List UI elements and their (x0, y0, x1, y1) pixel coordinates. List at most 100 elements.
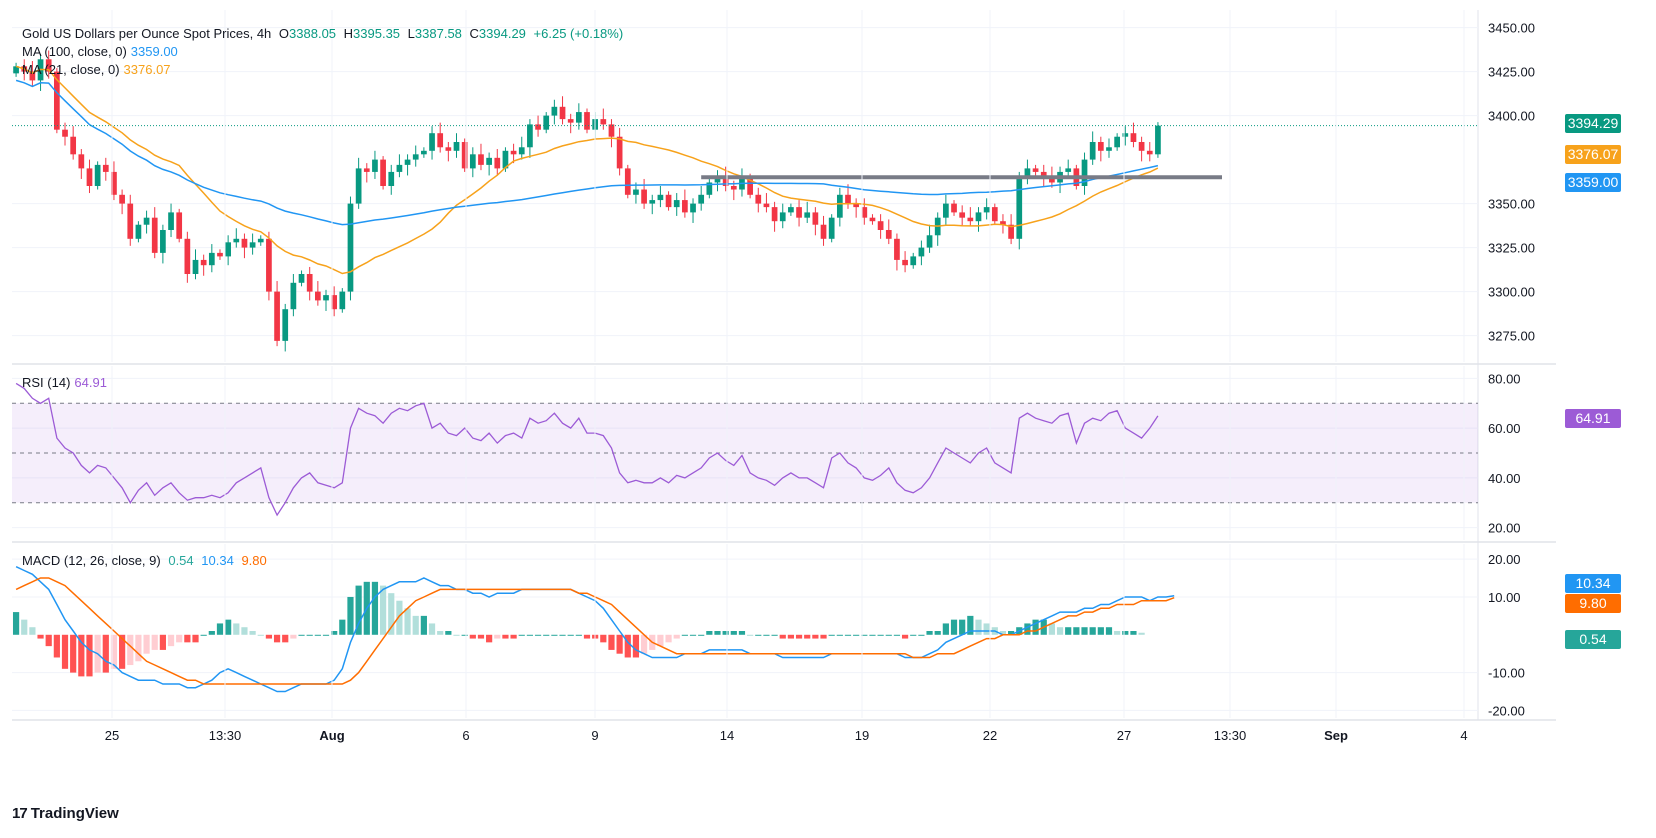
candle-body (184, 238, 191, 274)
macd-histogram-bar (469, 634, 476, 639)
candle-body (624, 168, 631, 195)
candle-body (698, 194, 705, 204)
candle-body (820, 224, 827, 239)
candle-body (249, 242, 256, 248)
macd-histogram-bar (698, 634, 705, 636)
candle-body (518, 147, 525, 155)
time-tick-label: 19 (855, 728, 869, 743)
macd-histogram-bar (681, 634, 688, 636)
macd-histogram-bar (747, 634, 754, 636)
macd-histogram-bar (575, 634, 582, 636)
macd-histogram-bar (143, 634, 150, 654)
rsi-value: 64.91 (74, 375, 107, 390)
ma21-price-tag: 3376.07 (1565, 145, 1621, 164)
macd-histogram-bar (355, 585, 362, 635)
candle-body (665, 194, 672, 208)
macd-histogram-bar (657, 634, 664, 647)
macd-histogram-bar (1081, 627, 1088, 635)
macd-histogram-bar (404, 608, 411, 635)
macd-histogram-bar (257, 634, 264, 636)
candle-body (1032, 168, 1039, 172)
tradingview-logo[interactable]: 17 TradingView (12, 805, 119, 822)
macd-histogram-bar (543, 634, 550, 636)
macd-histogram-bar (249, 631, 256, 635)
macd-histogram-bar (273, 634, 281, 643)
macd-histogram-bar (901, 634, 909, 639)
macd-histogram-bar (29, 627, 36, 635)
macd-histogram-bar (420, 615, 427, 635)
candle-body (559, 106, 566, 120)
macd-histogram-bar (795, 634, 803, 639)
candle-body (788, 207, 794, 213)
candle-body (127, 203, 134, 239)
candle-body (363, 168, 370, 172)
macd-histogram-bar (510, 634, 517, 639)
candle-body (551, 106, 558, 116)
macd-histogram-bar (135, 634, 142, 662)
macd-histogram-bar (412, 615, 419, 635)
macd-histogram-bar (371, 581, 379, 635)
macd-histogram-bar (551, 634, 558, 636)
candle-body (1106, 147, 1112, 151)
macd-histogram-bar (486, 634, 493, 643)
candle-body (111, 171, 117, 195)
macd-histogram-bar (339, 619, 346, 635)
macd-histogram-bar (331, 631, 338, 635)
macd-histogram-bar (534, 634, 542, 636)
macd-hist-value: 0.54 (168, 553, 194, 568)
chart-title: Gold US Dollars per Ounce Spot Prices, 4… (22, 26, 272, 41)
candle-body (396, 164, 403, 172)
candle-body (192, 259, 199, 274)
macd-histogram-bar (461, 634, 468, 636)
candle-body (967, 217, 974, 222)
candle-body (45, 59, 52, 72)
candle-body (290, 282, 297, 310)
candle-body (306, 274, 313, 292)
candle-body (176, 212, 183, 239)
candle-body (861, 207, 868, 218)
candle-body (836, 194, 843, 218)
ma100-legend: MA (100, close, 0) 3359.00 (22, 44, 178, 59)
macd-histogram-bar (755, 634, 762, 636)
macd-histogram-bar (942, 623, 949, 635)
candle-body (975, 212, 982, 222)
macd-histogram-bar (110, 634, 118, 669)
macd-histogram-bar (934, 631, 941, 635)
macd-tag: 10.34 (1565, 574, 1621, 593)
time-tick-label: 22 (983, 728, 997, 743)
macd-histogram-bar (1089, 627, 1096, 635)
macd-histogram-bar (910, 634, 917, 636)
candle-body (828, 217, 835, 239)
candle-body (94, 164, 101, 186)
price-tick-label: 3400.00 (1488, 109, 1535, 124)
candle-body (355, 168, 362, 204)
candle-body (1114, 136, 1120, 148)
candle-body (404, 159, 411, 165)
candle-body (894, 238, 900, 260)
candle-body (535, 124, 541, 130)
ma21-value: 3376.07 (123, 62, 171, 77)
macd-histogram-bar (184, 634, 191, 643)
candle-body (1122, 133, 1129, 137)
macd-tick-label: -20.00 (1488, 703, 1525, 718)
macd-histogram-bar (583, 634, 591, 639)
candle-body (151, 217, 158, 253)
macd-tick-label: 20.00 (1488, 552, 1521, 567)
candle-body (102, 164, 109, 172)
macd-histogram-bar (893, 634, 901, 636)
macd-histogram-bar (771, 634, 778, 636)
time-tick-label: 27 (1117, 728, 1131, 743)
ma21-line (15, 65, 1159, 275)
candle-body (233, 238, 240, 243)
candle-body (86, 168, 93, 186)
price-tick-label: 3275.00 (1488, 329, 1535, 344)
candle-body (168, 212, 174, 230)
candle-body (869, 217, 876, 222)
candle-body (641, 189, 647, 204)
macd-histogram-bar (1024, 623, 1031, 635)
candle-body (714, 177, 721, 183)
rsi-legend: RSI (14) 64.91 (22, 375, 107, 390)
candle-body (241, 238, 248, 248)
macd-histogram-bar (1056, 627, 1064, 635)
macd-histogram-bar (689, 634, 697, 636)
